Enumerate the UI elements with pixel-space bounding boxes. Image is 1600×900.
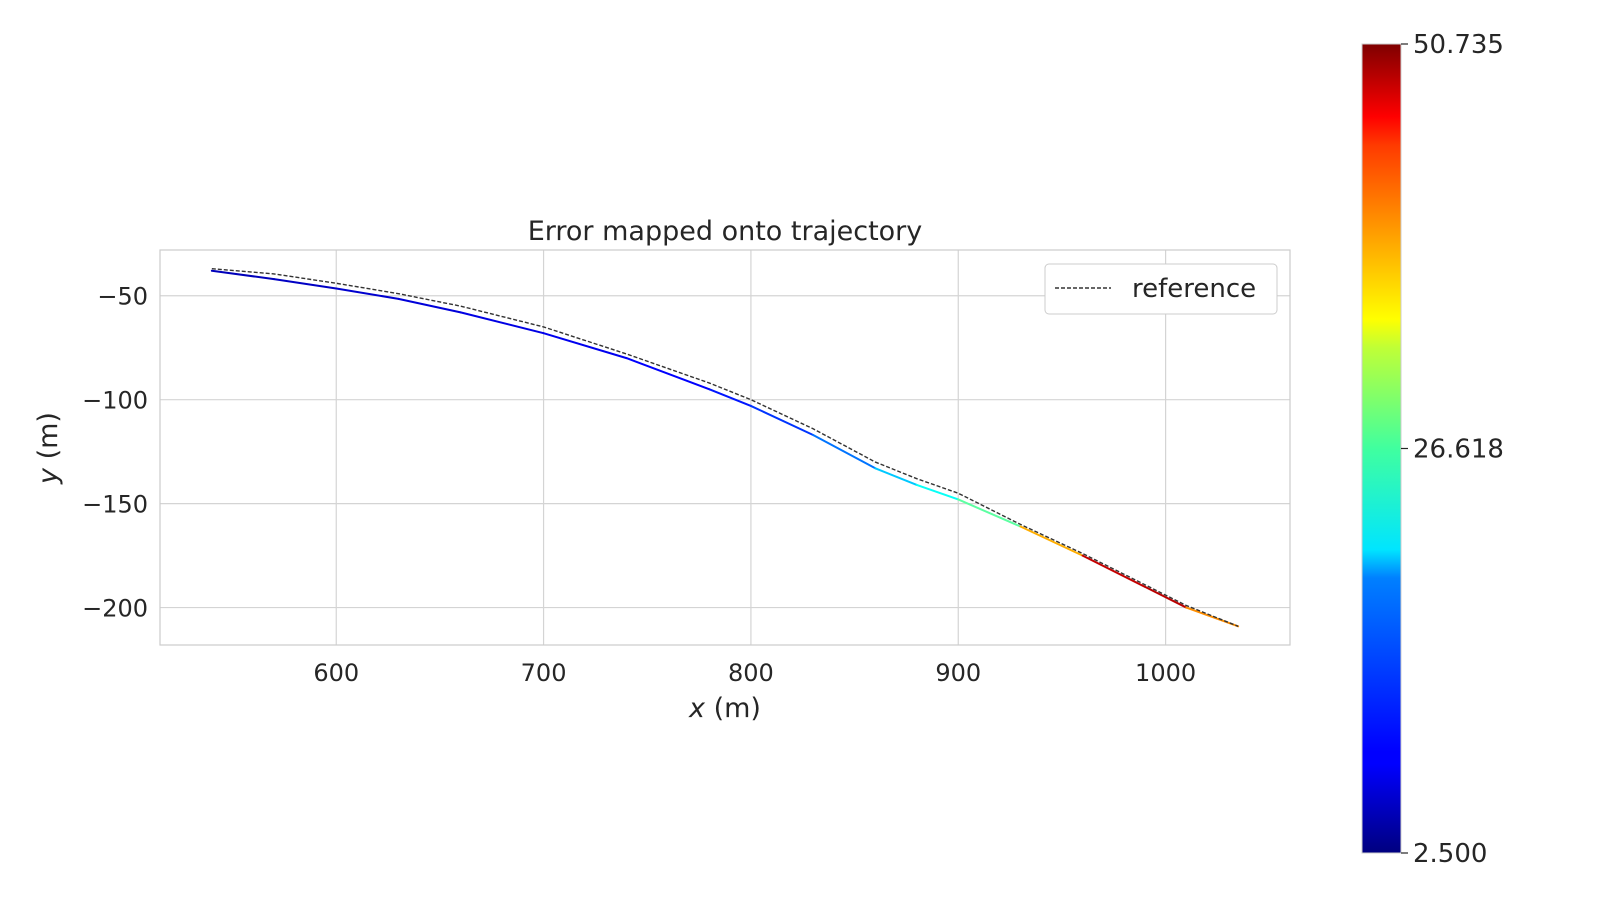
colorbar-tick-label: 26.618 <box>1413 434 1504 464</box>
chart-title: Error mapped onto trajectory <box>528 216 923 247</box>
trajectory-segment <box>957 498 1022 528</box>
series-layer <box>210 268 1240 628</box>
trajectory-segment <box>335 287 400 300</box>
x-tick-label: 700 <box>521 659 567 687</box>
trajectory-segment <box>915 483 960 501</box>
y-tick-label: −50 <box>97 283 148 311</box>
trajectory-segment <box>542 332 628 360</box>
y-axis-label-unit: (m) <box>33 412 64 468</box>
trajectory-segment <box>812 434 877 470</box>
plot-background <box>160 250 1290 645</box>
y-tick-label: −100 <box>82 387 148 415</box>
x-axis-label-var: x <box>688 693 706 724</box>
trajectory-segment <box>1185 606 1240 628</box>
colorbar-tick-label: 2.500 <box>1413 839 1487 869</box>
colorbar: 2.500 26.618 50.735 <box>1361 30 1504 869</box>
trajectory-segment <box>1019 525 1084 557</box>
y-axis-label-var: y <box>33 467 64 485</box>
reference-line <box>211 268 1239 627</box>
x-tick-label: 800 <box>728 659 774 687</box>
colorbar-gradient <box>1361 43 1402 854</box>
trajectory-segment <box>625 357 711 391</box>
y-tick-label: −150 <box>82 491 148 519</box>
trajectory-segment <box>749 404 815 437</box>
x-tick-label: 1000 <box>1135 659 1196 687</box>
trajectory-segment <box>397 297 462 314</box>
legend: reference <box>1044 263 1278 315</box>
x-tick-label: 600 <box>313 659 359 687</box>
legend-reference-label: reference <box>1132 274 1256 304</box>
y-tick-label: −200 <box>82 595 148 623</box>
trajectory-segment <box>459 311 545 335</box>
trajectory-segment <box>273 278 338 290</box>
trajectory-segment <box>1081 554 1146 588</box>
y-axis-label: y (m) <box>33 412 64 485</box>
x-axis-label: x (m) <box>688 693 761 724</box>
plot-frame <box>159 249 1291 646</box>
x-axis-label-unit: (m) <box>705 693 761 724</box>
legend-box <box>1044 263 1278 315</box>
trajectory-segment <box>210 269 276 281</box>
trajectory-segment <box>1143 585 1188 609</box>
colorbar-ticks: 2.500 26.618 50.735 <box>1401 30 1504 869</box>
x-tick-label: 900 <box>935 659 981 687</box>
y-tick-labels: −50 −100 −150 −200 <box>82 283 148 623</box>
colorbar-tick-label: 50.735 <box>1413 30 1504 60</box>
trajectory-segment <box>708 388 752 407</box>
x-tick-labels: 600 700 800 900 1000 <box>313 659 1196 687</box>
trajectory-segment <box>874 467 918 486</box>
plot-area <box>159 249 1291 646</box>
